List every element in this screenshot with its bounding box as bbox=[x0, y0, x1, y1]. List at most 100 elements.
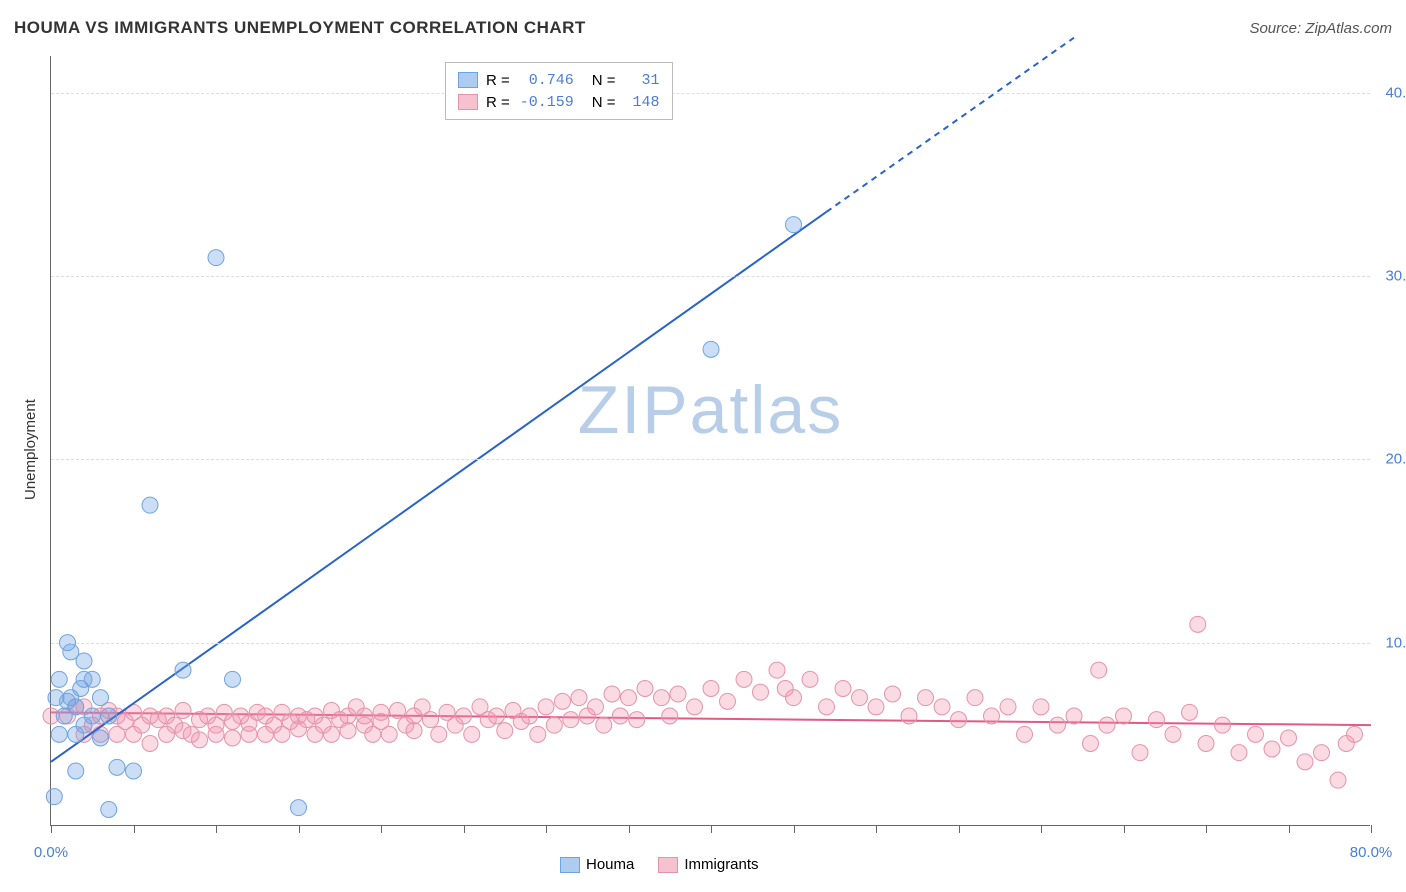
houma-point bbox=[68, 763, 84, 779]
immigrants-point bbox=[489, 708, 505, 724]
x-tick bbox=[1124, 825, 1125, 833]
immigrants-point bbox=[769, 662, 785, 678]
series-legend: HoumaImmigrants bbox=[560, 856, 759, 873]
immigrants-point bbox=[1314, 745, 1330, 761]
gridline bbox=[51, 93, 1370, 94]
x-tick bbox=[464, 825, 465, 833]
immigrants-point bbox=[423, 712, 439, 728]
legend-row: R =0.746N =31 bbox=[458, 69, 660, 91]
y-tick-label: 20.0% bbox=[1385, 451, 1406, 468]
immigrants-point bbox=[934, 699, 950, 715]
immigrants-point bbox=[1198, 736, 1214, 752]
legend-r-label: R = bbox=[486, 72, 510, 89]
houma-point bbox=[84, 708, 100, 724]
houma-point bbox=[142, 497, 158, 513]
chart-title: HOUMA VS IMMIGRANTS UNEMPLOYMENT CORRELA… bbox=[14, 18, 586, 38]
houma-point bbox=[109, 759, 125, 775]
immigrants-point bbox=[588, 699, 604, 715]
immigrants-point bbox=[1116, 708, 1132, 724]
houma-point bbox=[126, 763, 142, 779]
immigrants-point bbox=[967, 690, 983, 706]
immigrants-point bbox=[497, 723, 513, 739]
legend-r-value: -0.159 bbox=[518, 94, 574, 111]
gridline bbox=[51, 459, 1370, 460]
series-legend-item: Immigrants bbox=[658, 856, 758, 873]
immigrants-point bbox=[456, 708, 472, 724]
immigrants-point bbox=[1281, 730, 1297, 746]
houma-point bbox=[208, 250, 224, 266]
immigrants-point bbox=[1091, 662, 1107, 678]
gridline bbox=[51, 276, 1370, 277]
immigrants-point bbox=[1215, 717, 1231, 733]
immigrants-point bbox=[208, 726, 224, 742]
x-tick bbox=[711, 825, 712, 833]
immigrants-point bbox=[1033, 699, 1049, 715]
houma-point bbox=[175, 662, 191, 678]
immigrants-point bbox=[1231, 745, 1247, 761]
legend-r-value: 0.746 bbox=[518, 72, 574, 89]
legend-swatch bbox=[560, 857, 580, 873]
immigrants-point bbox=[786, 690, 802, 706]
immigrants-point bbox=[984, 708, 1000, 724]
x-tick bbox=[546, 825, 547, 833]
immigrants-point bbox=[852, 690, 868, 706]
houma-point bbox=[51, 671, 67, 687]
x-tick bbox=[299, 825, 300, 833]
houma-point bbox=[93, 690, 109, 706]
immigrants-point bbox=[918, 690, 934, 706]
legend-swatch bbox=[658, 857, 678, 873]
y-tick-label: 10.0% bbox=[1385, 634, 1406, 651]
x-tick bbox=[876, 825, 877, 833]
immigrants-point bbox=[819, 699, 835, 715]
immigrants-point bbox=[522, 708, 538, 724]
x-tick bbox=[134, 825, 135, 833]
immigrants-point bbox=[1190, 616, 1206, 632]
immigrants-point bbox=[802, 671, 818, 687]
houma-point bbox=[291, 800, 307, 816]
houma-point bbox=[84, 671, 100, 687]
immigrants-point bbox=[835, 681, 851, 697]
houma-trendline bbox=[51, 212, 827, 762]
immigrants-point bbox=[390, 703, 406, 719]
immigrants-point bbox=[464, 726, 480, 742]
legend-n-value: 31 bbox=[624, 72, 660, 89]
y-axis-label: Unemployment bbox=[22, 399, 39, 500]
legend-swatch bbox=[458, 72, 478, 88]
immigrants-point bbox=[1050, 717, 1066, 733]
immigrants-point bbox=[192, 732, 208, 748]
immigrants-point bbox=[621, 690, 637, 706]
x-tick bbox=[216, 825, 217, 833]
immigrants-point bbox=[885, 686, 901, 702]
immigrants-point bbox=[951, 712, 967, 728]
plot-svg bbox=[51, 56, 1371, 826]
x-tick bbox=[1041, 825, 1042, 833]
x-tick-label-min: 0.0% bbox=[34, 844, 68, 861]
immigrants-point bbox=[1066, 708, 1082, 724]
immigrants-point bbox=[1330, 772, 1346, 788]
houma-point bbox=[786, 217, 802, 233]
immigrants-point bbox=[431, 726, 447, 742]
x-tick bbox=[1289, 825, 1290, 833]
legend-n-value: 148 bbox=[624, 94, 660, 111]
immigrants-point bbox=[571, 690, 587, 706]
immigrants-point bbox=[901, 708, 917, 724]
immigrants-point bbox=[736, 671, 752, 687]
immigrants-point bbox=[1347, 726, 1363, 742]
immigrants-point bbox=[720, 693, 736, 709]
immigrants-point bbox=[612, 708, 628, 724]
houma-point bbox=[51, 726, 67, 742]
immigrants-point bbox=[1264, 741, 1280, 757]
immigrants-point bbox=[1182, 704, 1198, 720]
legend-swatch bbox=[458, 94, 478, 110]
houma-point bbox=[101, 802, 117, 818]
immigrants-point bbox=[703, 681, 719, 697]
immigrants-point bbox=[142, 736, 158, 752]
immigrants-point bbox=[406, 723, 422, 739]
legend-n-label: N = bbox=[592, 94, 616, 111]
immigrants-point bbox=[1083, 736, 1099, 752]
immigrants-point bbox=[1000, 699, 1016, 715]
immigrants-point bbox=[546, 717, 562, 733]
immigrants-point bbox=[670, 686, 686, 702]
series-legend-label: Immigrants bbox=[684, 856, 758, 873]
immigrants-point bbox=[1149, 712, 1165, 728]
